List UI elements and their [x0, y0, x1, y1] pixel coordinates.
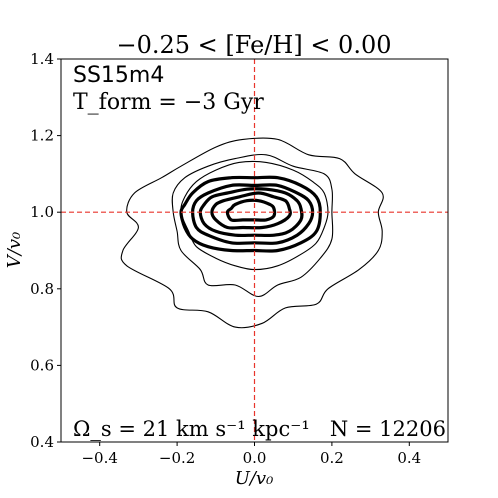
model-label: SS15m4 [73, 63, 164, 88]
reference-lines [61, 59, 448, 442]
x-axis-label: U/v₀ [235, 468, 274, 489]
y-ticks: 0.4 0.6 0.8 1.0 1.2 1.4 [30, 50, 61, 451]
contour-line-3 [180, 160, 329, 271]
y-tick-label: 1.2 [30, 127, 54, 145]
x-tick-label: 0.0 [243, 449, 267, 467]
y-tick-label: 0.4 [30, 433, 54, 451]
x-tick-label: 0.4 [397, 449, 421, 467]
chart-title: −0.25 < [Fe/H] < 0.00 [116, 31, 391, 59]
x-tick-label: −0.2 [159, 449, 195, 467]
y-axis-label: V/v₀ [4, 232, 25, 268]
contour-line-2 [171, 153, 334, 298]
contour-line-8 [225, 198, 277, 223]
y-tick-label: 0.8 [30, 280, 54, 298]
y-tick-label: 1.0 [30, 203, 54, 221]
contour-line-1 [120, 137, 384, 329]
tform-label: T_form = −3 Gyr [73, 90, 264, 115]
x-tick-label: 0.2 [320, 449, 344, 467]
y-tick-label: 1.4 [30, 50, 54, 68]
y-tick-label: 0.6 [30, 356, 54, 374]
contour-line-6 [198, 187, 304, 238]
x-tick-label: −0.4 [81, 449, 117, 467]
x-ticks: −0.4 −0.2 0.0 0.2 0.4 [81, 442, 421, 467]
count-label: N = 12206 [330, 417, 446, 441]
contour-line-7 [210, 191, 292, 230]
omega-label: Ω_s = 21 km s⁻¹ kpc⁻¹ [73, 417, 310, 441]
